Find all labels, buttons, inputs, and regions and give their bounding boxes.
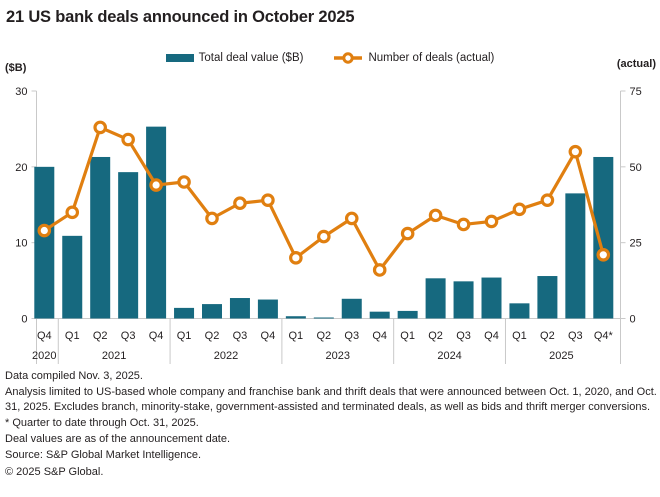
deal-value-bar [90,156,111,319]
deal-count-marker [121,132,135,147]
quarter-label: Q4 [37,330,52,342]
left-axis-unit-label: ($B) [5,62,27,74]
deal-value-bar [369,311,390,319]
deal-count-marker [316,229,331,244]
bar-swatch-icon [165,54,194,62]
left-axis-tick-label: 30 [15,86,27,98]
year-label: 2024 [437,350,461,362]
quarter-label: Q1 [65,330,80,342]
deal-count-marker [37,223,52,238]
quarter-label: Q3 [456,330,471,342]
quarter-label: Q3 [344,330,359,342]
legend-item-line: Number of deals (actual) [333,52,494,64]
right-axis-tick-label: 50 [630,162,642,174]
deal-count-marker [596,248,611,262]
deal-value-bar [229,298,250,319]
line-marker-icon [334,52,363,64]
deal-value-bar [62,235,83,319]
quarter-label: Q2 [540,330,555,342]
deal-value-bar [313,317,334,319]
left-axis-tick-label: 0 [21,314,27,326]
deal-count-marker [65,205,80,220]
quarter-label: Q2 [205,330,220,342]
deal-count-marker [93,120,107,135]
combo-chart: 0 10 20 30 0 25 50 75 2020 2021 2022 2023 2024 2025 Q4… [15,86,642,364]
quarter-label: Q3 [233,330,248,342]
deal-value-bar [537,276,558,319]
deal-value-bar [509,303,530,319]
quarter-label: Q4* [594,330,614,342]
deal-count-marker [261,193,275,207]
left-axis-tick-label: 20 [15,162,27,174]
quarter-label: Q4 [484,330,499,342]
deal-value-bar [285,316,306,319]
quarter-label: Q2 [316,330,331,342]
footnote-deal-values: Deal values are as of the announcement d… [5,433,231,446]
deal-count-marker [344,211,359,226]
legend-line-label: Number of deals (actual) [368,52,495,64]
footnote-qtd: * Quarter to date through Oct. 31, 2025. [5,416,199,429]
legend-bar-label: Total deal value ($B) [198,52,304,64]
chart-title: 21 US bank deals announced in October 20… [6,8,355,26]
chart-area: 0 10 20 30 0 25 50 75 2020 2021 2022 2023 2024 2025 Q4… [0,78,660,370]
deal-count-marker [233,196,247,211]
quarter-label: Q3 [568,330,583,342]
deal-count-marker [484,214,499,229]
quarter-label: Q3 [121,330,136,342]
year-label: 2025 [549,350,573,362]
year-label: 2022 [214,350,238,362]
deal-value-bar [453,281,474,319]
deal-value-bar [34,166,55,319]
quarter-label: Q1 [177,330,192,342]
deal-value-bar [397,310,418,319]
year-label: 2023 [326,350,350,362]
right-axis-tick-label: 25 [630,238,642,250]
deal-count-marker [512,202,527,217]
deal-count-marker [400,226,415,241]
deal-value-bar [146,126,167,319]
deal-value-bar [341,298,362,319]
deal-count-marker [177,175,191,189]
quarter-label: Q2 [428,330,443,342]
deal-count-marker [289,251,303,265]
deal-count-marker [205,211,219,226]
footnote-analysis: Analysis limited to US-based whole compa… [5,386,657,413]
footnote-source: Source: S&P Global Market Intelligence. [5,449,202,462]
quarter-label: Q1 [512,330,527,342]
deal-value-bar [425,278,446,319]
legend-item-bar: Total deal value ($B) [165,52,304,64]
deal-value-bar [565,193,586,319]
deal-value-bar [118,172,139,319]
deal-count-marker [149,178,163,192]
chart-legend: Total deal value ($B) Number of deals (a… [0,52,660,64]
deal-count-marker [428,208,443,223]
deal-value-bar [174,307,195,319]
deal-value-bar [202,304,222,319]
right-axis-tick-label: 0 [630,314,636,326]
deal-count-marker [456,217,471,232]
deal-value-bar [481,277,502,319]
quarter-label: Q2 [93,330,108,342]
deal-value-bar [593,156,614,319]
quarter-label: Q4 [149,330,164,342]
deal-count-marker [540,193,555,207]
right-axis-unit-label: (actual) [616,58,656,70]
year-label: 2020 [32,350,56,362]
quarter-label: Q4 [372,330,387,342]
year-label: 2021 [102,350,126,362]
quarter-label: Q1 [400,330,415,342]
footnote-compiled: Data compiled Nov. 3, 2025. [5,370,143,382]
deal-count-marker [568,144,583,159]
right-axis-tick-label: 75 [630,86,642,98]
footnotes: Data compiled Nov. 3, 2025. Analysis lim… [5,369,657,481]
deal-count-marker [372,263,387,277]
quarter-label: Q4 [261,330,276,342]
footnote-copyright: © 2025 S&P Global. [5,465,104,478]
quarter-label: Q1 [289,330,304,342]
deal-value-bar [257,299,278,319]
left-axis-tick-label: 10 [15,238,27,250]
